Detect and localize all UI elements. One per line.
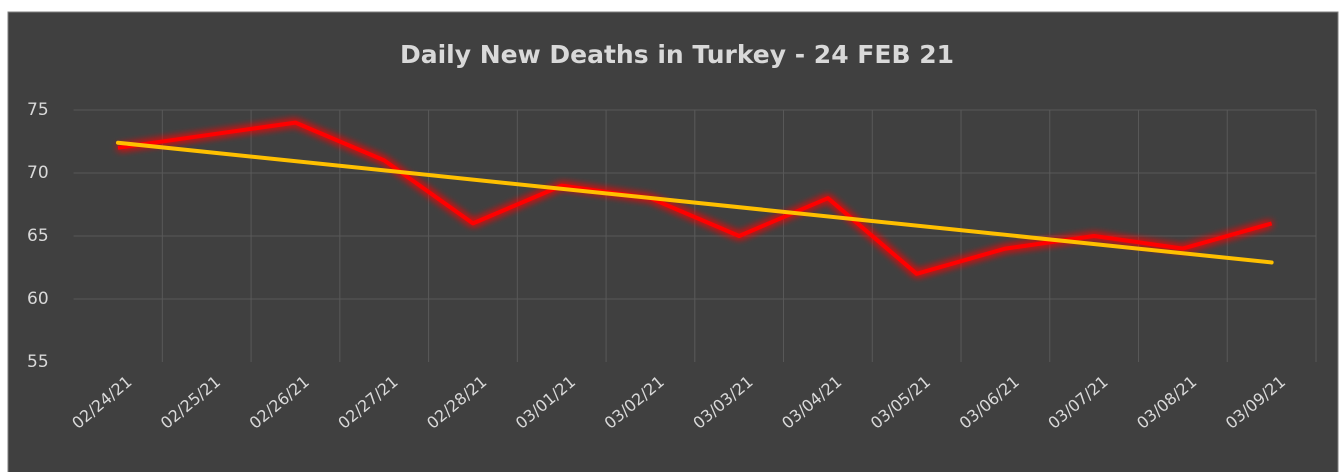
y-tick-label: 65 bbox=[27, 226, 49, 246]
y-tick-label: 75 bbox=[27, 100, 49, 120]
y-tick-label: 55 bbox=[27, 352, 49, 372]
y-tick-label: 60 bbox=[27, 289, 49, 309]
y-tick-label: 70 bbox=[27, 163, 49, 183]
chart-title: Daily New Deaths in Turkey - 24 FEB 21 bbox=[400, 40, 954, 69]
data-line bbox=[117, 120, 1273, 276]
chart-background bbox=[7, 11, 1339, 472]
trendline bbox=[115, 140, 1274, 265]
